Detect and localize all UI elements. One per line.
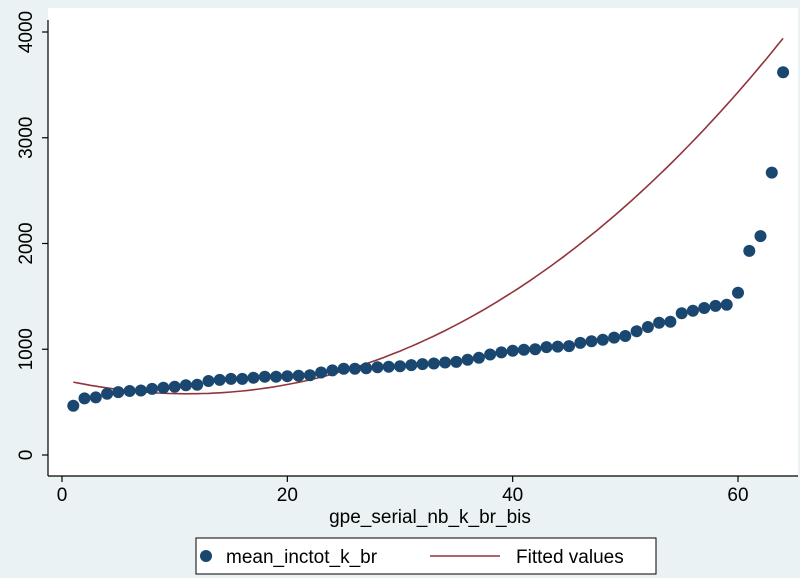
data-point xyxy=(247,371,260,384)
data-point xyxy=(551,340,564,353)
legend: mean_inctot_k_br Fitted values xyxy=(195,537,657,575)
data-point xyxy=(202,375,215,387)
legend-marker-symbol xyxy=(200,550,212,562)
data-point xyxy=(348,362,361,375)
legend-entry-fitted-values: Fitted values xyxy=(516,547,624,568)
data-point xyxy=(78,392,91,405)
y-tick-label: 0 xyxy=(16,450,37,461)
data-point xyxy=(157,381,170,394)
data-point xyxy=(146,382,159,395)
data-point xyxy=(686,304,699,317)
data-point xyxy=(258,370,271,383)
x-tick-label: 60 xyxy=(727,485,748,506)
marker-layer xyxy=(67,66,790,412)
data-point xyxy=(765,166,778,179)
data-point xyxy=(101,387,114,400)
data-point xyxy=(427,357,440,370)
data-point xyxy=(179,379,192,392)
data-point xyxy=(472,351,485,364)
data-point xyxy=(371,361,384,374)
data-point xyxy=(236,372,249,385)
data-point xyxy=(281,370,294,383)
data-point xyxy=(191,378,204,391)
data-point xyxy=(337,362,350,375)
data-point xyxy=(416,358,429,371)
data-point xyxy=(315,366,328,379)
data-point xyxy=(495,346,508,359)
data-point xyxy=(382,360,395,373)
data-point xyxy=(506,344,519,357)
data-point xyxy=(596,333,609,346)
x-tick-label: 40 xyxy=(502,485,523,506)
axes: 0 1000 2000 3000 4000 0 20 40 60 xyxy=(16,11,798,506)
plot-area xyxy=(48,8,798,476)
data-point xyxy=(540,341,553,354)
data-point xyxy=(168,380,181,393)
data-point xyxy=(698,302,711,314)
y-tick-label: 1000 xyxy=(16,328,37,370)
data-point xyxy=(608,331,621,344)
data-point xyxy=(777,66,790,79)
fitted-values-line xyxy=(73,37,784,395)
fitted-line-layer xyxy=(73,37,784,395)
legend-box xyxy=(195,537,657,575)
y-tick-label: 2000 xyxy=(16,222,37,264)
data-point xyxy=(517,343,530,356)
data-point xyxy=(574,336,587,349)
data-point xyxy=(461,353,474,366)
data-point xyxy=(664,315,677,328)
data-point xyxy=(675,307,688,320)
x-axis-label: gpe_serial_nb_k_br_bis xyxy=(329,507,531,528)
data-point xyxy=(303,369,316,382)
data-point xyxy=(585,335,598,348)
data-point xyxy=(89,391,102,404)
data-point xyxy=(641,321,654,333)
data-point xyxy=(709,299,722,312)
data-point xyxy=(326,364,339,377)
data-point xyxy=(720,298,733,311)
data-point xyxy=(743,244,756,257)
y-tick-label: 3000 xyxy=(16,117,37,159)
legend-entry-mean-inctot: mean_inctot_k_br xyxy=(226,547,378,568)
data-point xyxy=(754,230,767,243)
data-point xyxy=(270,370,283,383)
data-point xyxy=(123,385,136,397)
data-point xyxy=(630,325,643,338)
data-point xyxy=(213,373,226,386)
data-point xyxy=(67,399,80,412)
data-point xyxy=(439,356,452,369)
data-point xyxy=(450,355,463,368)
data-point xyxy=(394,360,406,373)
data-point xyxy=(653,316,666,329)
data-point xyxy=(225,372,237,385)
data-point xyxy=(529,343,542,356)
data-point xyxy=(292,369,305,382)
data-point xyxy=(732,286,744,299)
data-point xyxy=(563,340,575,353)
data-point xyxy=(360,362,373,375)
data-point xyxy=(112,386,125,399)
data-point xyxy=(619,330,632,342)
x-tick-label: 20 xyxy=(277,485,298,506)
data-point xyxy=(405,359,418,372)
data-point xyxy=(134,384,147,397)
x-tick-label: 0 xyxy=(57,485,68,506)
data-point xyxy=(484,348,497,361)
y-tick-label: 4000 xyxy=(16,11,37,53)
